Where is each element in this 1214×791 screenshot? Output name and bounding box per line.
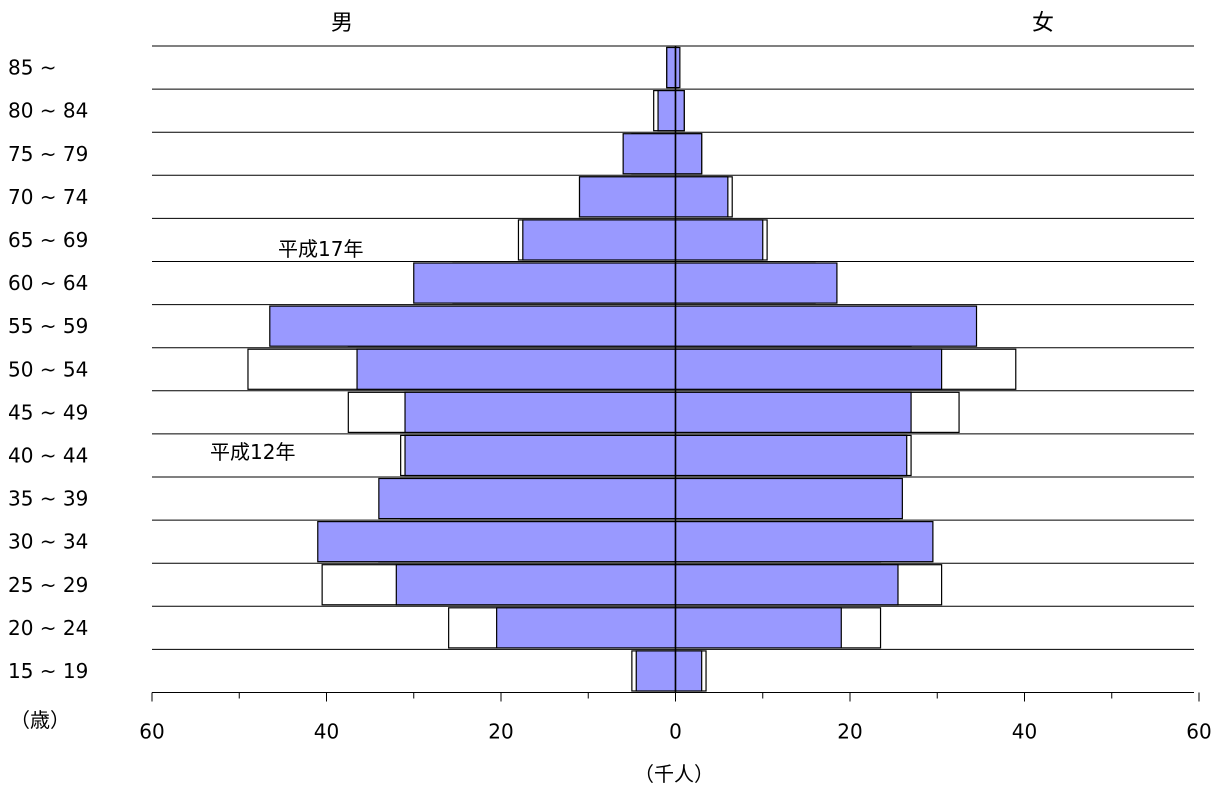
bar-male-h17 — [378, 477, 677, 520]
x-tick-label: 40 — [314, 720, 339, 744]
bar-male-h17 — [413, 262, 677, 304]
bar-female-h17 — [674, 262, 838, 304]
y-tick-label: 55 ~ 59 — [8, 314, 88, 338]
x-tick-label: 0 — [669, 720, 682, 744]
bar-male-h17 — [522, 219, 677, 261]
bar-male-h17 — [578, 176, 677, 218]
bar-male-h17 — [635, 650, 677, 692]
bar-female-h17 — [674, 219, 764, 261]
bar-male-h17 — [657, 90, 677, 132]
gridlines — [152, 45, 1194, 650]
x-tick-label: 60 — [1186, 720, 1211, 744]
bar-female-h17 — [674, 305, 978, 347]
right-label: 女 — [1032, 11, 1054, 36]
bar-female-h17 — [674, 176, 729, 218]
y-tick-label: 45 ~ 49 — [8, 400, 88, 424]
bar-female-h17 — [674, 477, 903, 520]
bar-female-h17 — [674, 90, 685, 132]
bar-male-h17 — [317, 521, 677, 563]
bar-female-h17 — [674, 521, 934, 563]
bar-male-h17 — [356, 348, 677, 390]
y-tick-label: 15 ~ 19 — [8, 659, 88, 683]
y-tick-label: 85 ~ — [8, 56, 57, 80]
x-tick-label: 60 — [139, 720, 164, 744]
bar-male-h17 — [395, 564, 677, 606]
bar-female-h17 — [674, 650, 703, 692]
y-tick-label: 75 ~ 79 — [8, 142, 88, 166]
bar-male-h17 — [666, 46, 677, 89]
bar-male-h17 — [404, 391, 677, 433]
bars — [247, 46, 1017, 692]
x-tick-label: 20 — [488, 720, 513, 744]
y-tick-label: 50 ~ 54 — [8, 357, 88, 381]
x-tick-label: 40 — [1012, 720, 1037, 744]
left-label: 男 — [331, 11, 353, 36]
y-tick-label: 65 ~ 69 — [8, 228, 88, 252]
y-tick-label: 20 ~ 24 — [8, 616, 88, 640]
annotation-h17: 平成17年 — [278, 237, 363, 261]
x-axis: 60 40 20 0 20 40 60 — [139, 692, 1212, 744]
y-tick-label: 70 ~ 74 — [8, 185, 88, 209]
x-tick-label: 20 — [837, 720, 862, 744]
y-tick-label: 80 ~ 84 — [8, 99, 88, 123]
y-axis-labels: 85 ~ 80 ~ 84 75 ~ 79 70 ~ 74 65 ~ 69 60 ~ 64 5… — [8, 56, 88, 683]
y-tick-label: 60 ~ 64 — [8, 271, 88, 295]
bar-male-h17 — [404, 434, 677, 477]
bar-female-h17 — [674, 391, 912, 433]
bar-female-h17 — [674, 348, 943, 390]
bar-male-h17 — [496, 607, 677, 649]
y-tick-label: 30 ~ 34 — [8, 530, 88, 554]
bar-female-h17 — [674, 564, 899, 606]
bar-female-h17 — [674, 133, 703, 175]
bar-male-h17 — [269, 305, 677, 347]
y-tick-label: 35 ~ 39 — [8, 487, 88, 511]
bar-male-h17 — [622, 133, 677, 175]
bar-female-h17 — [674, 434, 908, 477]
x-unit-label: （千人） — [634, 762, 714, 786]
bar-female-h17 — [674, 607, 842, 649]
annotation-h12: 平成12年 — [210, 440, 295, 464]
y-unit-label: （歳） — [10, 708, 70, 732]
y-tick-label: 40 ~ 44 — [8, 443, 88, 467]
y-tick-label: 25 ~ 29 — [8, 573, 88, 597]
